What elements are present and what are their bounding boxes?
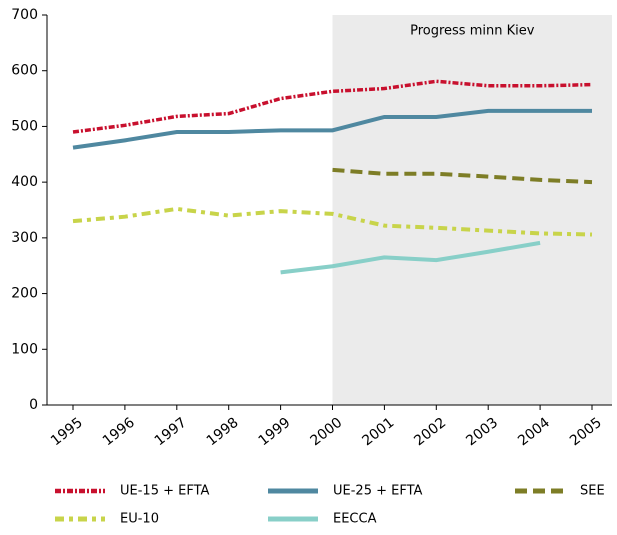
legend-label: SEE xyxy=(580,484,605,499)
x-tick-label: 2004 xyxy=(515,415,553,450)
x-tick-label: 2005 xyxy=(567,415,605,450)
shaded-region xyxy=(332,15,612,405)
annotation: Progress minn Kiev xyxy=(410,24,535,39)
x-tick-label: 2002 xyxy=(411,415,449,450)
series-line xyxy=(72,79,593,134)
y-tick-label: 500 xyxy=(11,118,38,134)
series-line xyxy=(332,167,593,185)
x-tick-label: 2000 xyxy=(307,415,345,450)
y-tick-label: 400 xyxy=(11,174,38,190)
series-line xyxy=(72,206,593,237)
y-tick-label: 600 xyxy=(11,63,38,79)
x-tick-label: 2003 xyxy=(463,415,501,450)
legend-label: UE-25 + EFTA xyxy=(333,484,423,499)
x-tick-label: 1997 xyxy=(152,415,190,450)
legend-label: EECCA xyxy=(333,512,377,527)
x-tick-label: 1995 xyxy=(48,415,86,450)
y-tick-label: 300 xyxy=(11,230,38,246)
y-tick-label: 700 xyxy=(11,7,38,23)
y-tick-label: 0 xyxy=(29,397,38,413)
legend-label: UE-15 + EFTA xyxy=(120,484,210,499)
x-tick-label: 1999 xyxy=(256,415,294,450)
y-tick-label: 100 xyxy=(11,341,38,357)
y-tick-label: 200 xyxy=(11,286,38,302)
x-tick-label: 1996 xyxy=(100,415,138,450)
x-tick-label: 1998 xyxy=(204,415,242,450)
series-line xyxy=(72,108,592,150)
legend-label: EU-10 xyxy=(120,512,159,527)
series-line xyxy=(280,240,541,275)
x-tick-label: 2001 xyxy=(359,415,397,450)
